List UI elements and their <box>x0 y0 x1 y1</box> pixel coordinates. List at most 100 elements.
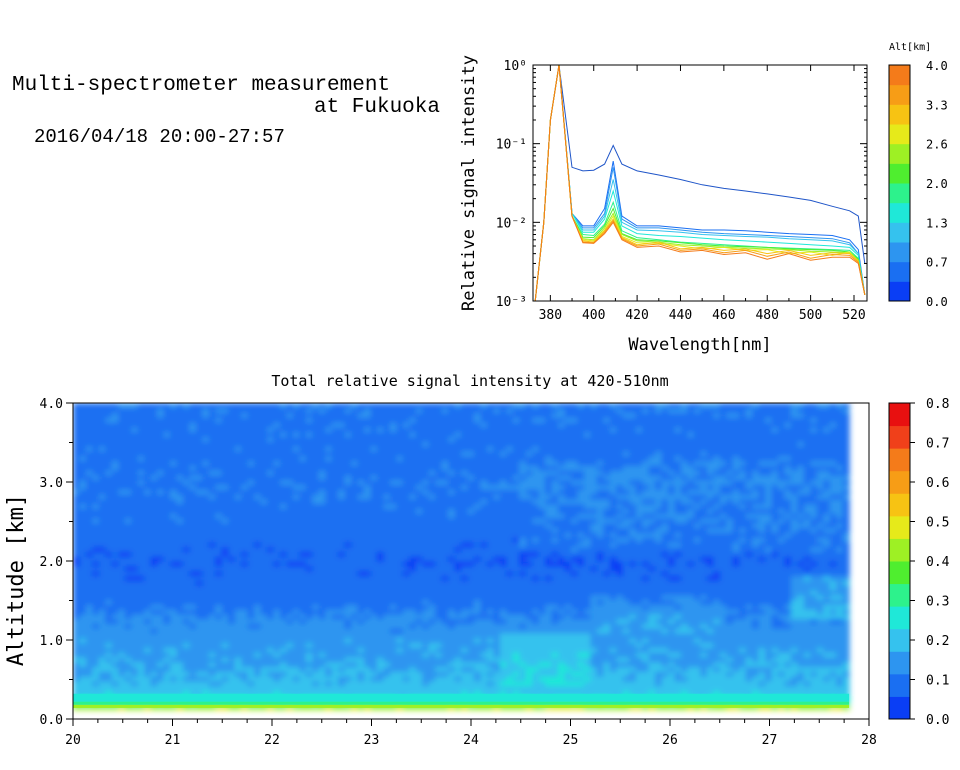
heatmap-cell <box>79 546 87 553</box>
heatmap-cell <box>105 632 113 639</box>
heatmap-cell <box>616 680 624 687</box>
heatmap-cell <box>732 671 740 677</box>
heatmap-cell <box>247 661 255 668</box>
heatmap-cell <box>558 675 566 682</box>
heatmap-cell <box>435 613 443 620</box>
heatmap-cell <box>596 585 604 591</box>
heatmap-cell <box>441 632 449 639</box>
heatmap-cell <box>260 632 268 639</box>
heatmap-cell <box>538 532 546 538</box>
heatmap-cell <box>260 613 268 620</box>
heatmap-cell <box>273 604 281 610</box>
heatmap-cell <box>441 628 449 634</box>
heatmap-cell <box>448 623 456 629</box>
heatmap-cell <box>719 532 727 538</box>
heatmap-cell <box>836 690 844 696</box>
heatmap-cell <box>305 594 313 600</box>
heatmap-cell <box>700 647 708 653</box>
heatmap-cell <box>706 589 714 596</box>
heatmap-cell <box>603 647 611 653</box>
heatmap-cell <box>668 647 676 653</box>
heatmap-cell <box>823 551 831 557</box>
heatmap-cell <box>752 517 760 524</box>
heatmap-cell <box>396 671 404 677</box>
heatmap-cell <box>351 561 359 567</box>
heatmap-cell <box>234 522 242 529</box>
heatmap-cell <box>596 656 604 663</box>
heatmap-cell <box>713 561 721 567</box>
heatmap-cell <box>739 685 747 691</box>
heatmap-cell <box>486 618 494 624</box>
heatmap-cell <box>577 613 585 620</box>
heatmap-cell <box>292 623 300 629</box>
heatmap-cell <box>163 647 171 653</box>
heatmap-cell <box>176 556 184 562</box>
heatmap-cell <box>564 604 572 610</box>
heatmap-cell <box>519 561 527 567</box>
heatmap-cell <box>389 690 397 696</box>
heatmap-cell <box>693 666 701 672</box>
heatmap-cell <box>85 565 93 572</box>
heatmap-cell <box>344 532 352 538</box>
heatmap-cell <box>131 513 139 519</box>
heatmap-cell <box>202 642 210 648</box>
heatmap-cell <box>525 585 533 591</box>
heatmap-cell <box>144 546 152 553</box>
heatmap-cell <box>376 647 385 653</box>
heatmap-cell <box>396 556 404 562</box>
heatmap-cell <box>202 556 210 562</box>
heatmap-cell <box>596 661 604 668</box>
heatmap-cell <box>111 522 119 529</box>
heatmap-cell <box>532 570 540 577</box>
heatmap-cell <box>234 618 242 624</box>
heatmap-cell <box>622 680 630 687</box>
heatmap-cell <box>758 608 766 615</box>
heatmap-cell <box>357 541 365 548</box>
heatmap-cell <box>157 541 165 548</box>
heatmap-cell <box>312 561 320 567</box>
heatmap-cell <box>823 522 831 529</box>
heatmap-cell <box>389 527 397 533</box>
heatmap-cell <box>247 675 255 682</box>
heatmap-cell <box>435 532 443 538</box>
heatmap-cell <box>73 608 81 615</box>
heatmap-cell <box>376 656 385 663</box>
heatmap-cell <box>357 532 365 538</box>
heatmap-cell <box>98 513 106 519</box>
heatmap-cell <box>836 594 844 600</box>
heatmap-cell <box>486 671 494 677</box>
heatmap-cell <box>312 575 320 581</box>
heatmap-cell <box>144 513 152 519</box>
heatmap-cell <box>195 527 203 533</box>
heatmap-cell <box>545 608 553 615</box>
heatmap-cell <box>182 613 191 620</box>
heatmap-cell <box>661 604 669 610</box>
heatmap-cell <box>357 585 365 591</box>
heatmap-cell <box>150 628 158 634</box>
heatmap-cell <box>616 517 624 524</box>
heatmap-cell <box>564 637 572 644</box>
heatmap-cell <box>305 661 313 668</box>
heatmap-cell <box>273 522 281 529</box>
heatmap-cell <box>98 680 106 687</box>
heatmap-cell <box>836 685 844 691</box>
heatmap-cell <box>228 642 236 648</box>
heatmap-cell <box>299 580 307 586</box>
heatmap-cell <box>810 652 818 658</box>
heatmap-cell <box>402 608 410 615</box>
heatmap-cell <box>609 561 617 567</box>
heatmap-cell <box>577 685 585 691</box>
heatmap-cell <box>176 541 184 548</box>
heatmap-cell <box>777 556 786 562</box>
heatmap-cell <box>137 565 145 572</box>
heatmap-cell <box>609 642 617 648</box>
heatmap-cell <box>105 556 113 562</box>
heatmap-cell <box>441 599 449 605</box>
heatmap-cell <box>137 685 145 691</box>
heatmap-cell <box>234 551 242 557</box>
heatmap-cell <box>202 532 210 538</box>
heatmap-cell <box>461 690 469 696</box>
heatmap-cell <box>454 671 462 677</box>
heatmap-cell <box>435 599 443 605</box>
heatmap-cell <box>428 675 436 682</box>
